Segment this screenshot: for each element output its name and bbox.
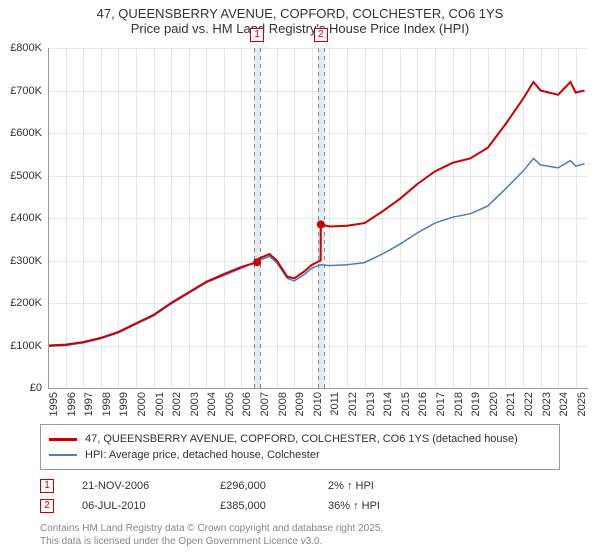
x-tick-label: 2003 (189, 392, 201, 416)
x-tick-label: 2014 (382, 392, 394, 416)
sale-point (317, 220, 325, 228)
y-tick-label: £200K (10, 297, 42, 309)
sale-markers-table: 1 21-NOV-2006 £296,000 2% ↑ HPI 2 06-JUL… (40, 476, 560, 516)
legend-item-price-paid: 47, QUEENSBERRY AVENUE, COPFORD, COLCHES… (49, 431, 551, 447)
x-tick-label: 2009 (294, 392, 306, 416)
sale-point (253, 258, 261, 266)
x-tick-label: 2005 (224, 392, 236, 416)
marker-id-box: 2 (40, 499, 54, 513)
x-tick-label: 2022 (523, 392, 535, 416)
band-marker-label: 2 (314, 28, 328, 42)
chart-area: £0£100K£200K£300K£400K£500K£600K£700K£80… (48, 48, 588, 388)
marker-date: 21-NOV-2006 (82, 476, 192, 496)
x-tick-label: 1998 (101, 392, 113, 416)
series-price_paid (48, 82, 585, 346)
x-tick-label: 2017 (435, 392, 447, 416)
legend-swatch (49, 438, 77, 441)
x-tick-label: 2019 (470, 392, 482, 416)
y-tick-label: £100K (10, 340, 42, 352)
x-tick-label: 2015 (400, 392, 412, 416)
footnote-line-2: This data is licensed under the Open Gov… (40, 535, 383, 548)
title-line-2: Price paid vs. HM Land Registry's House … (10, 21, 590, 36)
marker-row: 2 06-JUL-2010 £385,000 36% ↑ HPI (40, 496, 560, 516)
x-tick-label: 2006 (241, 392, 253, 416)
y-tick-label: £0 (30, 382, 42, 394)
footnote: Contains HM Land Registry data © Crown c… (40, 522, 383, 548)
x-tick-label: 2016 (417, 392, 429, 416)
x-tick-label: 2018 (453, 392, 465, 416)
y-tick-label: £500K (10, 170, 42, 182)
marker-price: £385,000 (220, 496, 300, 516)
legend-label: HPI: Average price, detached house, Colc… (85, 447, 320, 463)
x-tick-label: 2000 (136, 392, 148, 416)
y-tick-label: £800K (10, 42, 42, 54)
x-tick-label: 2010 (312, 392, 324, 416)
legend-label: 47, QUEENSBERRY AVENUE, COPFORD, COLCHES… (85, 431, 518, 447)
legend-swatch (49, 454, 77, 456)
x-tick-label: 2020 (488, 392, 500, 416)
legend-item-hpi: HPI: Average price, detached house, Colc… (49, 447, 551, 463)
y-tick-label: £600K (10, 127, 42, 139)
x-tick-label: 2012 (347, 392, 359, 416)
x-tick-label: 2024 (558, 392, 570, 416)
y-axis-line (48, 48, 49, 388)
title-line-1: 47, QUEENSBERRY AVENUE, COPFORD, COLCHES… (10, 6, 590, 21)
x-tick-label: 1995 (48, 392, 60, 416)
footnote-line-1: Contains HM Land Registry data © Crown c… (40, 522, 383, 535)
x-tick-label: 1996 (66, 392, 78, 416)
legend: 47, QUEENSBERRY AVENUE, COPFORD, COLCHES… (40, 424, 560, 470)
series-hpi (48, 159, 585, 347)
marker-row: 1 21-NOV-2006 £296,000 2% ↑ HPI (40, 476, 560, 496)
x-tick-label: 2021 (505, 392, 517, 416)
chart-title: 47, QUEENSBERRY AVENUE, COPFORD, COLCHES… (0, 0, 600, 40)
x-tick-label: 2025 (576, 392, 588, 416)
marker-delta: 2% ↑ HPI (328, 476, 374, 496)
plot-region (48, 48, 588, 388)
band-marker-label: 1 (250, 28, 264, 42)
x-tick-label: 2007 (259, 392, 271, 416)
x-tick-label: 2011 (329, 392, 341, 416)
x-tick-label: 2004 (206, 392, 218, 416)
x-tick-label: 2013 (365, 392, 377, 416)
marker-id-box: 1 (40, 479, 54, 493)
y-tick-label: £300K (10, 255, 42, 267)
x-tick-label: 1999 (118, 392, 130, 416)
y-tick-label: £700K (10, 85, 42, 97)
line-chart-svg (48, 48, 588, 388)
x-axis-line (48, 388, 588, 389)
x-tick-label: 1997 (83, 392, 95, 416)
x-tick-label: 2023 (541, 392, 553, 416)
y-tick-label: £400K (10, 212, 42, 224)
x-tick-label: 2008 (277, 392, 289, 416)
marker-price: £296,000 (220, 476, 300, 496)
marker-delta: 36% ↑ HPI (328, 496, 380, 516)
x-tick-label: 2002 (171, 392, 183, 416)
x-tick-label: 2001 (154, 392, 166, 416)
marker-date: 06-JUL-2010 (82, 496, 192, 516)
